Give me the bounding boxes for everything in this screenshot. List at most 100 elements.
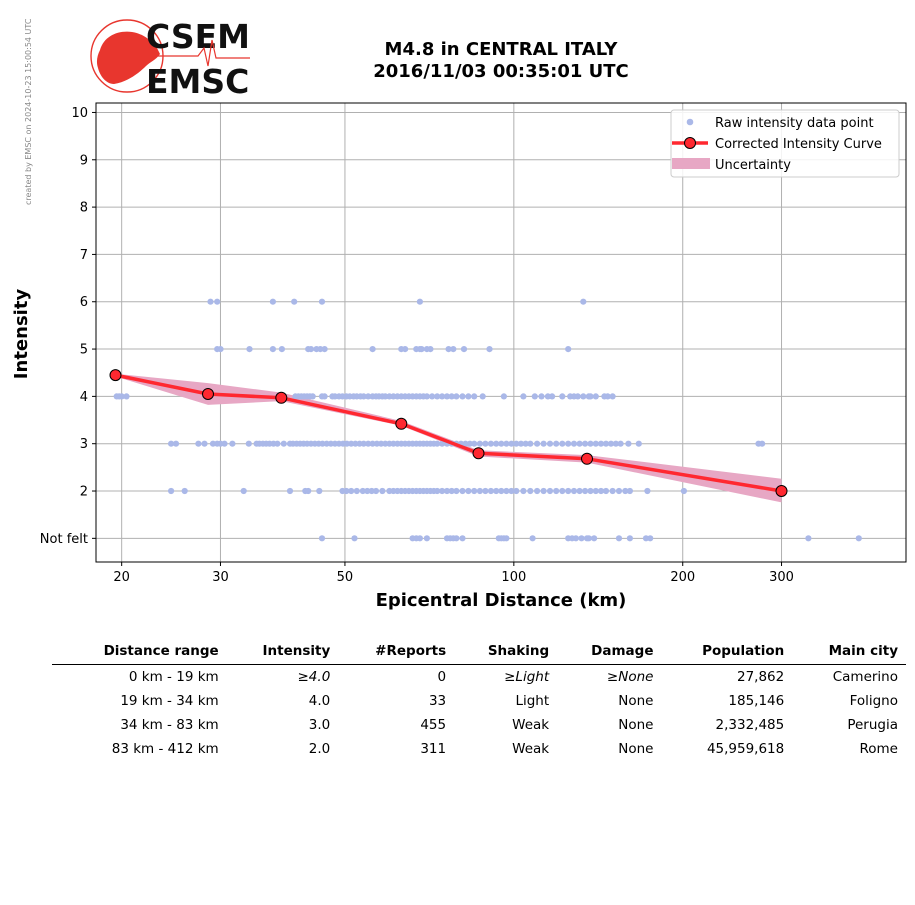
- raw-data-point: [453, 487, 460, 495]
- legend-uncertainty-swatch: [672, 158, 710, 169]
- cell-intensity: 2.0: [308, 741, 331, 757]
- cell-city: Foligno: [849, 693, 898, 709]
- x-tick-label: 100: [501, 570, 526, 585]
- cell-population: 2,332,485: [715, 717, 785, 733]
- raw-data-point: [486, 346, 493, 353]
- raw-data-point: [423, 393, 430, 400]
- cell-distance: 19 km - 34 km: [120, 693, 219, 709]
- raw-data-point: [316, 487, 323, 495]
- raw-data-point: [476, 487, 483, 495]
- raw-data-point: [305, 487, 312, 495]
- raw-data-point: [503, 535, 510, 542]
- raw-data-point: [369, 346, 376, 353]
- raw-data-point: [503, 487, 510, 495]
- cell-intensity: 3.0: [308, 717, 331, 733]
- raw-data-point: [429, 393, 436, 400]
- header-damage: Damage: [557, 640, 662, 665]
- curve-point: [395, 417, 408, 430]
- cell-reports: 0: [437, 669, 447, 685]
- table-header-row: Distance range Intensity #Reports Shakin…: [52, 640, 906, 665]
- raw-data-point: [520, 393, 527, 400]
- cell-damage: ≥None: [606, 669, 654, 685]
- raw-data-point: [274, 440, 281, 447]
- raw-data-point: [602, 487, 610, 495]
- cell-damage: None: [618, 741, 654, 757]
- raw-data-point: [317, 346, 324, 353]
- raw-data-point: [517, 440, 525, 447]
- raw-data-point: [168, 440, 175, 447]
- raw-data-point: [559, 487, 566, 495]
- y-axis-ticks: Not felt 2 3 4 5 6 7 8 9 10: [40, 106, 96, 547]
- raw-data-point: [364, 487, 371, 495]
- header-shaking: Shaking: [454, 640, 558, 665]
- raw-data-point: [309, 393, 316, 400]
- raw-data-point: [591, 535, 598, 542]
- raw-data-point: [592, 440, 599, 447]
- raw-data-point: [240, 487, 247, 495]
- raw-data-point: [360, 440, 367, 447]
- raw-data-point: [572, 535, 580, 542]
- cell-shaking: Light: [515, 693, 550, 709]
- logo-text-emsc: EMSC: [146, 62, 249, 101]
- raw-data-point: [343, 487, 350, 495]
- raw-data-point: [625, 440, 632, 447]
- raw-data-point: [487, 487, 494, 495]
- raw-data-point: [434, 440, 441, 447]
- raw-data-point: [553, 487, 560, 495]
- raw-data-point: [418, 346, 425, 353]
- raw-data-point: [540, 440, 547, 447]
- cell-shaking: Weak: [512, 717, 550, 733]
- cell-population: 185,146: [728, 693, 785, 709]
- curve-point: [775, 485, 788, 497]
- raw-data-point: [531, 393, 538, 400]
- raw-data-point: [635, 440, 642, 447]
- uncertainty-area: [115, 373, 782, 503]
- y-tick-label: 3: [80, 437, 88, 452]
- raw-data-point: [604, 393, 611, 400]
- x-tick-label: 300: [769, 570, 794, 585]
- curve-point: [202, 388, 214, 400]
- y-tick-label: 2: [80, 485, 88, 500]
- emsc-logo: CSEM EMSC: [90, 17, 250, 101]
- raw-data-point: [269, 346, 276, 353]
- logo-map-icon: [96, 31, 160, 84]
- chart-title-line1: M4.8 in CENTRAL ITALY: [385, 39, 619, 60]
- raw-data-point: [201, 440, 208, 447]
- y-tick-label: 10: [71, 106, 88, 121]
- legend-uncertainty-label: Uncertainty: [715, 158, 791, 173]
- raw-data-point: [214, 298, 221, 305]
- raw-data-point: [576, 440, 583, 447]
- raw-data-point: [465, 487, 472, 495]
- raw-data-point: [372, 487, 380, 495]
- raw-data-point: [318, 298, 326, 305]
- raw-data-point: [286, 487, 294, 495]
- raw-data-point: [195, 440, 202, 447]
- raw-data-point: [500, 393, 507, 400]
- raw-data-point: [459, 487, 466, 495]
- legend-box: [670, 109, 900, 178]
- raw-data-point: [443, 487, 451, 495]
- raw-data-point: [565, 440, 572, 447]
- raw-data-point: [549, 393, 556, 400]
- header-main-city: Main city: [792, 640, 906, 665]
- cell-reports: 311: [420, 741, 447, 757]
- raw-data-point: [318, 535, 326, 542]
- curve-point: [109, 369, 122, 382]
- raw-data-point: [434, 393, 441, 400]
- x-axis-label: Epicentral Distance (km): [376, 590, 627, 611]
- x-axis-ticks: 20 30 50 100 200 300: [113, 562, 794, 585]
- raw-data-point: [471, 393, 478, 400]
- cell-distance: 34 km - 83 km: [120, 717, 219, 733]
- raw-data-point: [348, 487, 355, 495]
- raw-data-point: [493, 440, 500, 447]
- raw-data-point: [534, 440, 541, 447]
- cell-shaking: Weak: [512, 741, 550, 757]
- raw-data-point: [402, 346, 409, 353]
- raw-data-point: [529, 535, 536, 542]
- raw-data-point: [172, 440, 180, 447]
- cell-intensity: 4.0: [308, 693, 331, 709]
- raw-data-point: [459, 535, 466, 542]
- curve-point: [581, 452, 593, 465]
- raw-data-point: [291, 298, 298, 305]
- watermark: created by EMSC on 2024-10-23 15:00:54 U…: [24, 18, 33, 205]
